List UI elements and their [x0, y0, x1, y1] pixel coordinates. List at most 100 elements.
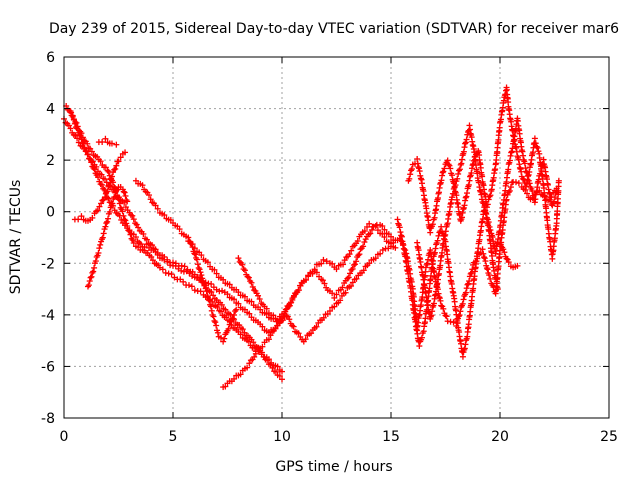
data-point — [67, 108, 74, 115]
data-point — [86, 278, 93, 285]
data-point — [122, 204, 129, 211]
data-point — [333, 266, 340, 273]
data-point — [248, 279, 255, 286]
data-point — [237, 371, 244, 378]
data-point — [462, 139, 469, 146]
data-point — [367, 230, 374, 237]
data-point — [106, 208, 113, 215]
data-point — [407, 171, 414, 178]
data-point — [497, 239, 503, 246]
data-point — [218, 301, 225, 308]
data-point — [360, 267, 367, 274]
data-point — [206, 297, 213, 304]
data-point — [212, 319, 219, 326]
data-point — [211, 266, 218, 273]
data-point — [239, 326, 246, 333]
data-point — [282, 306, 289, 313]
data-point — [113, 162, 120, 169]
data-point — [122, 149, 129, 156]
data-point — [199, 275, 206, 282]
data-point — [494, 286, 501, 293]
data-point — [320, 314, 327, 321]
data-point — [249, 283, 256, 290]
data-point — [466, 278, 473, 285]
data-point — [95, 174, 102, 181]
data-point — [279, 368, 285, 375]
data-point — [97, 181, 104, 188]
data-point — [232, 308, 239, 315]
data-point — [483, 265, 490, 272]
data-point — [246, 360, 253, 367]
data-point — [267, 332, 274, 339]
data-point — [102, 223, 109, 230]
data-point — [457, 308, 464, 315]
data-point — [479, 246, 486, 253]
data-point — [481, 254, 488, 261]
data-point — [120, 188, 127, 195]
data-point — [198, 252, 205, 259]
data-point — [180, 278, 187, 285]
data-point — [130, 239, 137, 246]
data-point — [479, 173, 486, 180]
y-tick-label: -6 — [41, 359, 55, 375]
data-point — [350, 262, 357, 269]
data-point — [103, 220, 110, 227]
data-point — [195, 264, 202, 271]
y-axis-label: SDTVAR / TECUs — [8, 180, 24, 295]
data-point — [514, 262, 521, 269]
data-point — [308, 330, 315, 337]
data-point — [207, 303, 214, 310]
data-point — [239, 261, 246, 268]
data-point — [481, 255, 488, 262]
data-point — [364, 223, 371, 230]
data-point — [507, 184, 514, 191]
data-point — [349, 265, 356, 272]
data-point — [213, 270, 220, 277]
data-point — [146, 192, 153, 199]
data-point — [345, 274, 352, 281]
data-point — [427, 229, 434, 236]
data-point — [154, 205, 161, 212]
data-point — [426, 250, 433, 257]
data-point — [487, 227, 494, 234]
data-point — [531, 135, 538, 142]
data-point — [251, 344, 258, 351]
data-point — [101, 176, 108, 183]
x-tick-label: 15 — [382, 429, 400, 445]
data-point — [191, 250, 198, 257]
data-point — [396, 224, 403, 231]
data-point — [259, 343, 266, 350]
data-point — [241, 267, 248, 274]
x-tick-label: 0 — [60, 429, 69, 445]
data-point — [95, 249, 102, 256]
data-point — [164, 258, 171, 265]
data-point — [524, 169, 531, 176]
data-point — [381, 234, 388, 241]
data-point — [165, 270, 172, 277]
data-point — [467, 270, 474, 277]
data-point — [130, 216, 137, 223]
data-point — [355, 252, 362, 259]
data-point — [437, 297, 444, 304]
data-point — [147, 196, 154, 203]
data-point — [211, 317, 218, 324]
data-point — [126, 227, 133, 234]
data-point — [379, 230, 386, 237]
data-point — [231, 296, 238, 303]
y-tick-label: -2 — [41, 256, 55, 272]
data-point — [252, 350, 259, 357]
data-point — [217, 334, 224, 341]
data-point — [102, 164, 109, 171]
data-point — [78, 213, 85, 220]
data-point — [74, 125, 81, 132]
data-point — [374, 227, 381, 234]
data-point — [442, 312, 449, 319]
data-point — [438, 223, 445, 230]
data-point — [263, 305, 270, 312]
data-point — [464, 281, 471, 288]
data-point — [88, 159, 95, 166]
data-point — [200, 280, 207, 287]
data-point — [105, 215, 112, 222]
data-point — [139, 243, 146, 250]
data-point — [366, 220, 373, 227]
